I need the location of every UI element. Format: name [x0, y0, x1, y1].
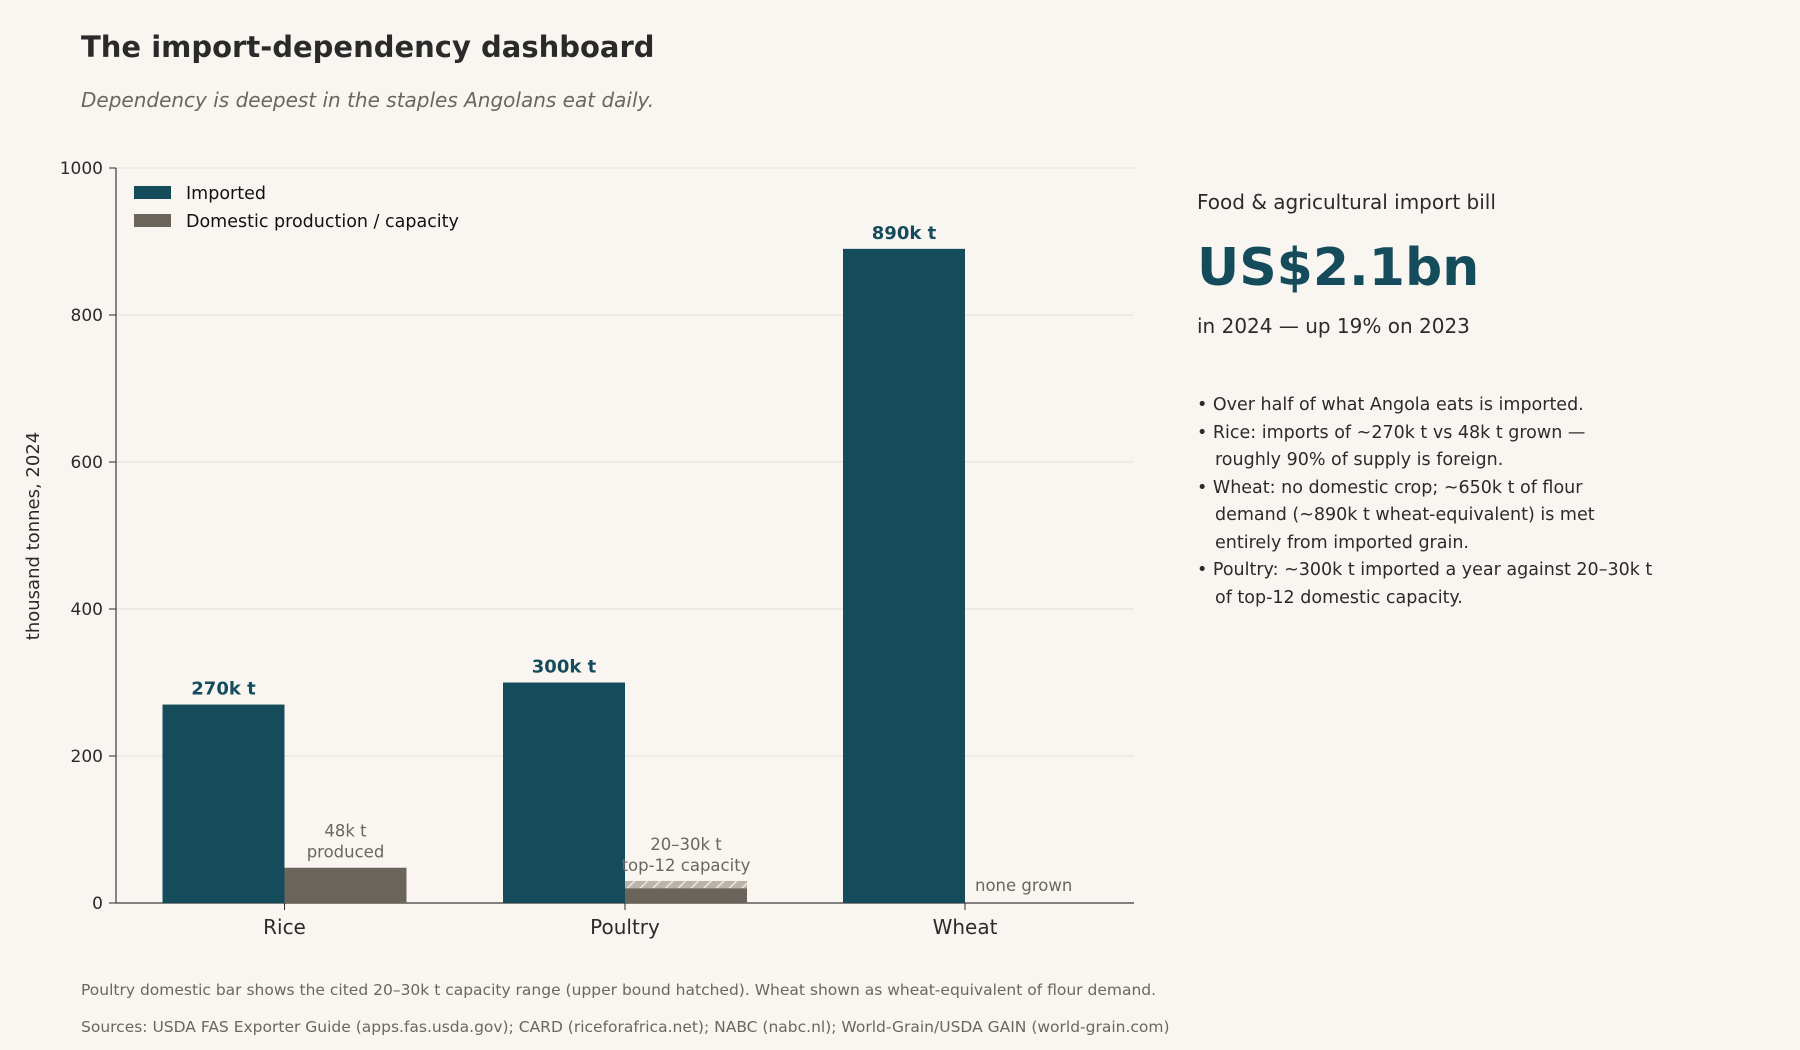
data-label-imported: 890k t: [872, 223, 937, 244]
legend-swatch: [134, 186, 171, 199]
data-label-domestic: 48k t produced: [307, 822, 385, 862]
y-tick-label: 800: [71, 306, 103, 326]
page-subtitle: Dependency is deepest in the staples Ang…: [81, 88, 655, 112]
bar-imported: [162, 704, 285, 903]
bar-imported: [503, 682, 625, 903]
sources-note: Sources: USDA FAS Exporter Guide (apps.f…: [81, 1018, 1170, 1036]
key-fact-item: Wheat: no domestic crop; ~650k t of flou…: [1197, 475, 1655, 558]
data-label-domestic: none grown: [975, 876, 1072, 895]
legend-label: Domestic production / capacity: [186, 212, 459, 232]
data-label-imported: 300k t: [532, 657, 597, 678]
key-fact-item: Poultry: ~300k t imported a year against…: [1197, 557, 1655, 612]
legend-swatch: [134, 214, 171, 227]
key-fact-item: Rice: imports of ~270k t vs 48k t grown …: [1197, 420, 1655, 475]
import-bill-label: Food & agricultural import bill: [1197, 190, 1496, 214]
y-tick-label: 400: [71, 600, 103, 620]
data-label-imported: 270k t: [191, 679, 256, 700]
x-tick-label: Wheat: [933, 915, 998, 939]
data-label-domestic: 20–30k t top-12 capacity: [622, 835, 751, 875]
bar-domestic: [284, 867, 407, 903]
import-bill-value: US$2.1bn: [1197, 238, 1480, 298]
page-title: The import-dependency dashboard: [81, 30, 655, 64]
y-tick-label: 1000: [60, 159, 103, 179]
key-fact-item: Over half of what Angola eats is importe…: [1197, 392, 1655, 420]
x-tick-label: Poultry: [590, 915, 660, 939]
y-axis-label: thousand tonnes, 2024: [23, 432, 44, 640]
import-bill-panel: Food & agricultural import bill US$2.1bn…: [1197, 190, 1757, 612]
import-bill-change: in 2024 — up 19% on 2023: [1197, 314, 1470, 338]
x-tick-label: Rice: [263, 915, 306, 939]
bar-domestic-range: [625, 880, 747, 889]
bar-domestic: [625, 888, 747, 903]
bar-chart: 0 200 400 600 800 1000 thousand tonnes, 2024 Ri…: [23, 159, 1134, 939]
key-facts-list: Over half of what Angola eats is importe…: [1197, 392, 1757, 612]
y-tick-label: 0: [92, 894, 103, 914]
y-tick-label: 600: [71, 453, 103, 473]
bar-imported: [843, 248, 965, 904]
y-tick-label: 200: [71, 747, 103, 767]
method-note: Poultry domestic bar shows the cited 20–…: [81, 981, 1157, 999]
legend-label: Imported: [186, 184, 266, 204]
